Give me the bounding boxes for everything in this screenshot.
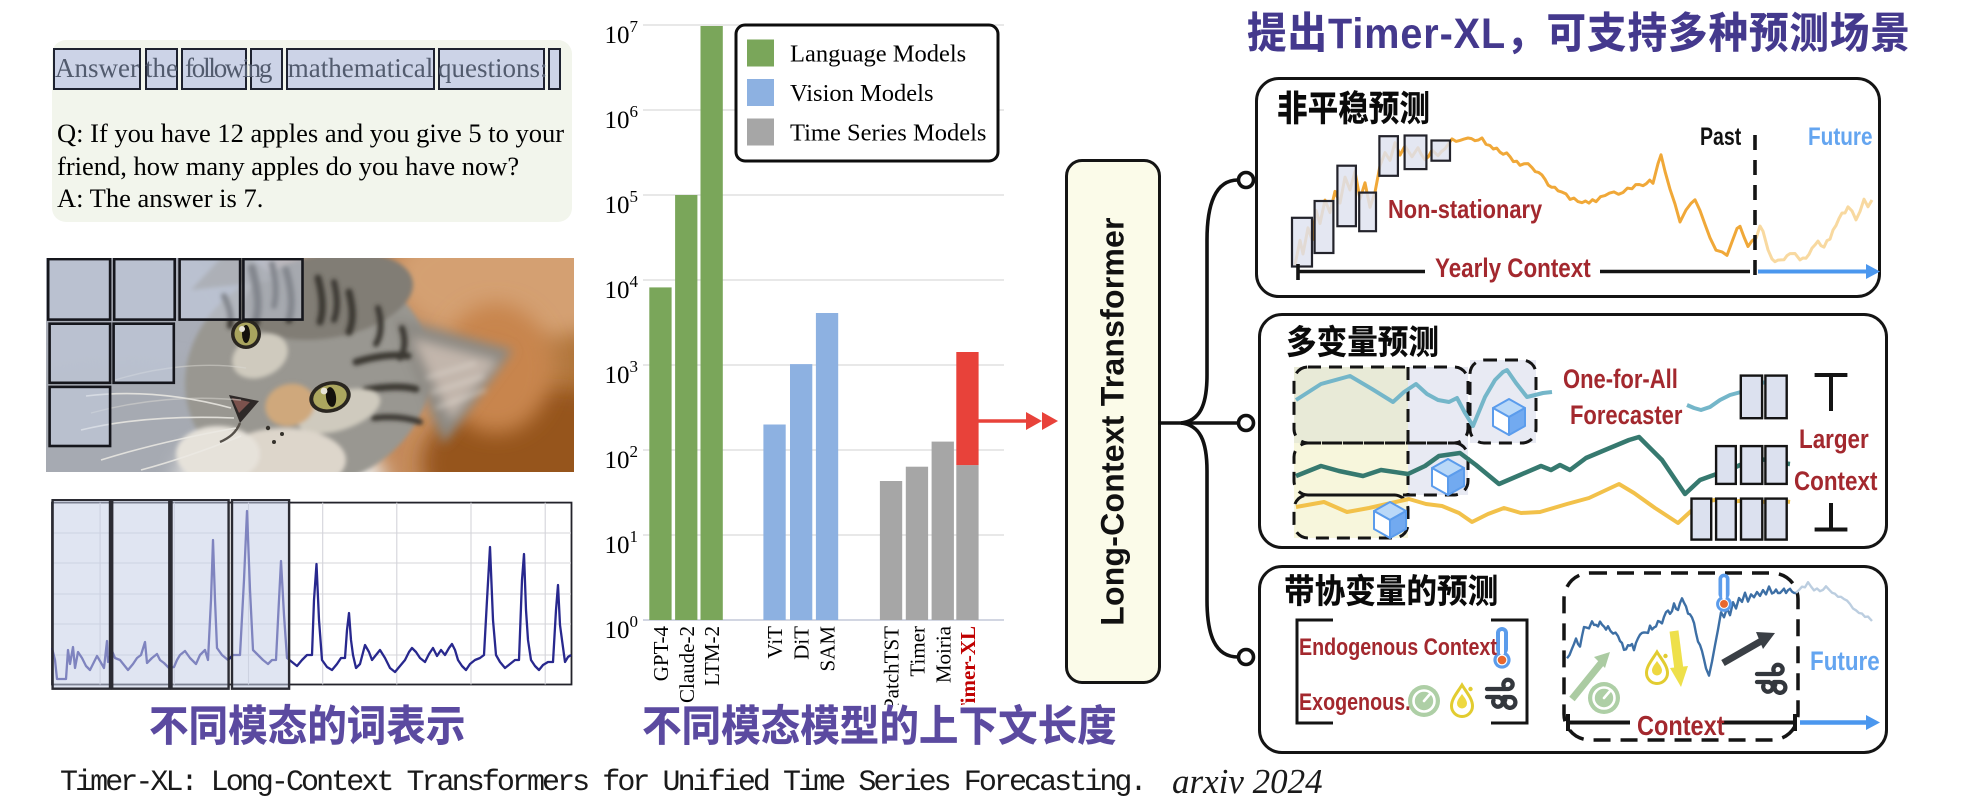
- svg-text:101: 101: [605, 527, 639, 559]
- svg-text:SAM: SAM: [816, 626, 840, 672]
- svg-text:LTM-2: LTM-2: [700, 626, 724, 686]
- svg-text:Moiria: Moiria: [931, 625, 955, 683]
- svg-text:GPT-4: GPT-4: [649, 626, 673, 682]
- svg-text:Claude-2: Claude-2: [675, 626, 699, 703]
- svg-text:106: 106: [605, 102, 639, 134]
- svg-text:100: 100: [605, 612, 639, 644]
- svg-text:Timer-XL: Timer-XL: [956, 626, 980, 705]
- svg-text:Timer: Timer: [906, 626, 930, 677]
- svg-text:PatchTST: PatchTST: [880, 626, 904, 705]
- svg-text:107: 107: [605, 17, 639, 49]
- svg-text:104: 104: [605, 272, 639, 304]
- svg-text:Vision Models: Vision Models: [790, 80, 934, 107]
- svg-text:ViT: ViT: [763, 626, 787, 659]
- svg-text:Time Series Models: Time Series Models: [790, 120, 986, 147]
- svg-text:105: 105: [605, 187, 639, 219]
- svg-text:103: 103: [605, 357, 639, 389]
- svg-text:102: 102: [605, 442, 639, 474]
- svg-text:Language Models: Language Models: [790, 41, 966, 68]
- svg-text:DiT: DiT: [790, 626, 814, 660]
